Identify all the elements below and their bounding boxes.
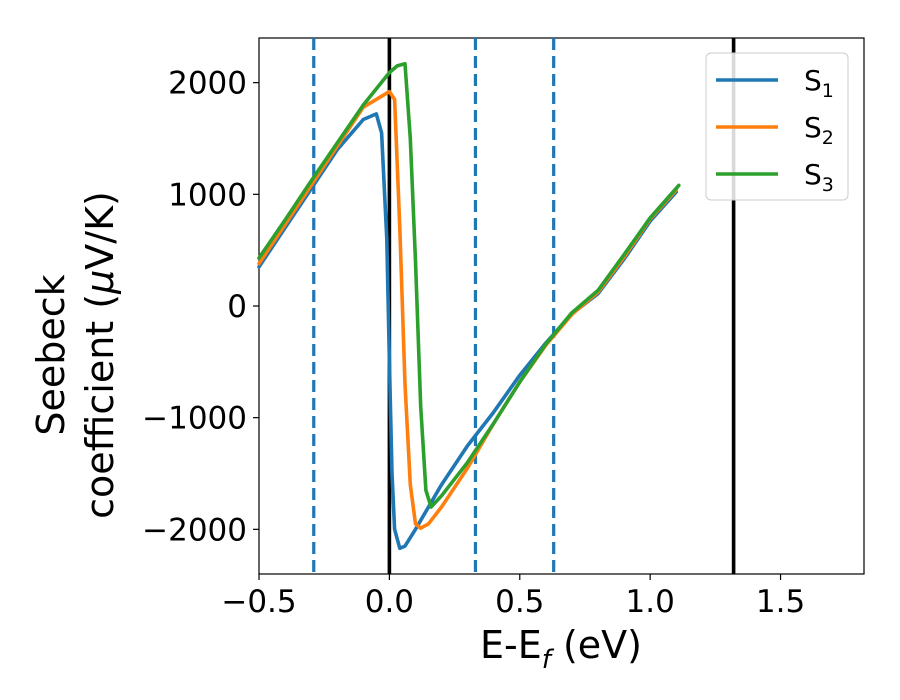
x-axis-title: E-Ef (eV) [480, 623, 642, 675]
x-tick-label: −0.5 [221, 584, 296, 620]
y-tick-label: −1000 [142, 401, 247, 437]
x-axis-ticks: −0.5 0.0 0.5 1.0 1.5 [221, 574, 805, 620]
y-tick-label: 0 [227, 289, 247, 325]
series-line-s3 [257, 61, 681, 509]
y-axis-title-line1: Seebeck [29, 274, 73, 435]
y-axis-title-line2: coefficient (μV/K) [78, 191, 122, 519]
legend-label-s1: S1 [804, 64, 834, 102]
x-tick-label: 1.5 [756, 584, 805, 620]
legend-label-s3: S3 [804, 158, 834, 196]
y-tick-label: 2000 [168, 66, 247, 102]
y-tick-label: −2000 [142, 512, 247, 548]
legend: S1 S2 S3 [705, 52, 849, 201]
legend-label-s2: S2 [804, 111, 834, 149]
y-tick-label: 1000 [168, 177, 247, 213]
y-axis-ticks: −2000 −1000 0 1000 2000 [142, 66, 259, 548]
x-tick-label: 0.5 [495, 584, 544, 620]
data-series [257, 61, 681, 551]
x-tick-label: 0.0 [365, 584, 414, 620]
x-tick-label: 1.0 [626, 584, 675, 620]
series-line-s1 [257, 112, 678, 551]
